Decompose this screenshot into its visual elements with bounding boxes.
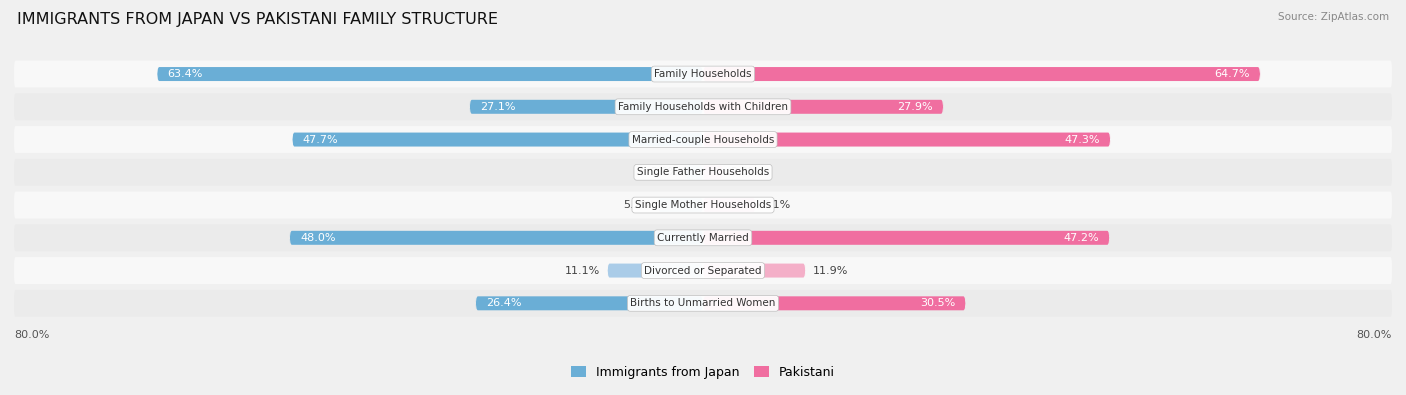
Text: 64.7%: 64.7%: [1215, 69, 1250, 79]
Text: 5.2%: 5.2%: [623, 200, 651, 210]
Text: 47.2%: 47.2%: [1063, 233, 1099, 243]
Text: 48.0%: 48.0%: [299, 233, 336, 243]
FancyBboxPatch shape: [703, 263, 806, 278]
Text: 47.7%: 47.7%: [302, 135, 339, 145]
Text: 2.0%: 2.0%: [651, 167, 679, 177]
Text: 26.4%: 26.4%: [486, 298, 522, 308]
FancyBboxPatch shape: [703, 166, 723, 179]
FancyBboxPatch shape: [703, 100, 943, 114]
Legend: Immigrants from Japan, Pakistani: Immigrants from Japan, Pakistani: [571, 366, 835, 379]
Text: 2.3%: 2.3%: [730, 167, 758, 177]
FancyBboxPatch shape: [658, 198, 703, 212]
Text: 63.4%: 63.4%: [167, 69, 202, 79]
Text: Divorced or Separated: Divorced or Separated: [644, 265, 762, 276]
Text: Single Father Households: Single Father Households: [637, 167, 769, 177]
Text: 6.1%: 6.1%: [762, 200, 790, 210]
FancyBboxPatch shape: [292, 133, 703, 147]
FancyBboxPatch shape: [157, 67, 703, 81]
Text: 27.1%: 27.1%: [479, 102, 516, 112]
Text: Source: ZipAtlas.com: Source: ZipAtlas.com: [1278, 12, 1389, 22]
FancyBboxPatch shape: [470, 100, 703, 114]
FancyBboxPatch shape: [14, 192, 1392, 218]
Text: 80.0%: 80.0%: [14, 330, 49, 340]
FancyBboxPatch shape: [14, 126, 1392, 153]
FancyBboxPatch shape: [475, 296, 703, 310]
FancyBboxPatch shape: [703, 231, 1109, 245]
Text: Family Households with Children: Family Households with Children: [619, 102, 787, 112]
Text: 11.9%: 11.9%: [813, 265, 848, 276]
FancyBboxPatch shape: [607, 263, 703, 278]
Text: Single Mother Households: Single Mother Households: [636, 200, 770, 210]
Text: Currently Married: Currently Married: [657, 233, 749, 243]
FancyBboxPatch shape: [703, 133, 1111, 147]
Text: 30.5%: 30.5%: [920, 298, 955, 308]
Text: 47.3%: 47.3%: [1064, 135, 1099, 145]
FancyBboxPatch shape: [14, 290, 1392, 317]
FancyBboxPatch shape: [14, 60, 1392, 87]
FancyBboxPatch shape: [14, 224, 1392, 251]
FancyBboxPatch shape: [686, 166, 703, 179]
Text: Family Households: Family Households: [654, 69, 752, 79]
FancyBboxPatch shape: [703, 198, 755, 212]
Text: Births to Unmarried Women: Births to Unmarried Women: [630, 298, 776, 308]
Text: 27.9%: 27.9%: [897, 102, 934, 112]
FancyBboxPatch shape: [290, 231, 703, 245]
Text: IMMIGRANTS FROM JAPAN VS PAKISTANI FAMILY STRUCTURE: IMMIGRANTS FROM JAPAN VS PAKISTANI FAMIL…: [17, 12, 498, 27]
FancyBboxPatch shape: [703, 67, 1260, 81]
FancyBboxPatch shape: [14, 159, 1392, 186]
Text: 11.1%: 11.1%: [565, 265, 600, 276]
FancyBboxPatch shape: [14, 93, 1392, 120]
Text: 80.0%: 80.0%: [1357, 330, 1392, 340]
FancyBboxPatch shape: [703, 296, 966, 310]
Text: Married-couple Households: Married-couple Households: [631, 135, 775, 145]
FancyBboxPatch shape: [14, 257, 1392, 284]
